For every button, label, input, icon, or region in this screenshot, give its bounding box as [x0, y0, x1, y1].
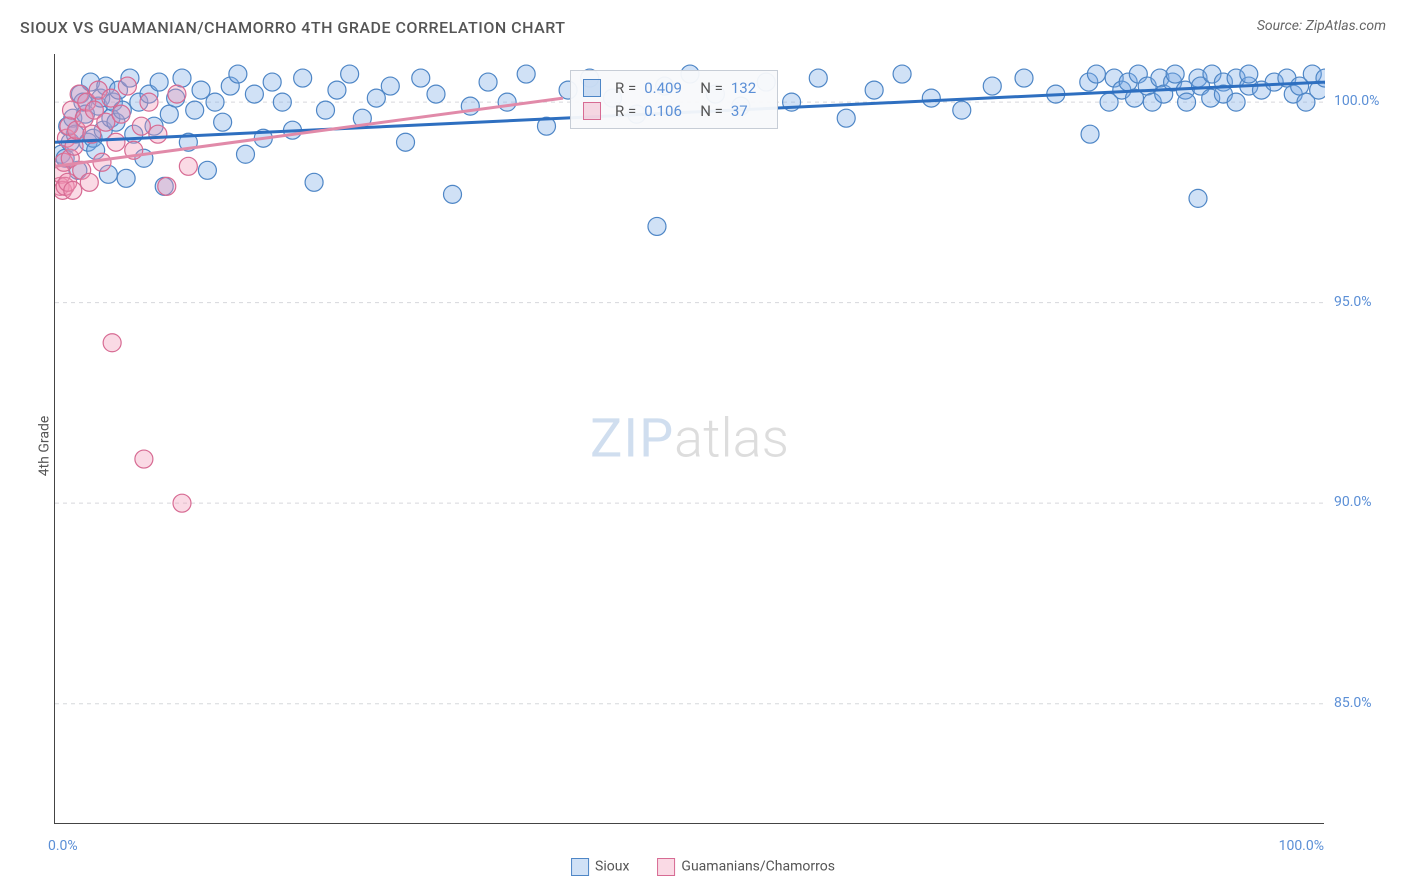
- y-axis-label: 4th Grade: [36, 416, 52, 477]
- legend-item-guamanians: Guamanians/Chamorros: [657, 858, 835, 876]
- stats-r-value: 0.409: [644, 77, 692, 100]
- source-label: Source: ZipAtlas.com: [1257, 18, 1386, 34]
- y-tick-label: 95.0%: [1334, 294, 1372, 310]
- swatch-sioux: [571, 858, 589, 876]
- x-tick-label: 100.0%: [1279, 838, 1324, 854]
- stats-row: R = 0.409 N = 132: [583, 77, 765, 100]
- stats-box: R = 0.409 N = 132 R = 0.106 N = 37: [570, 70, 778, 129]
- legend-label-sioux: Sioux: [595, 859, 629, 875]
- y-tick-label: 85.0%: [1334, 695, 1372, 711]
- stats-r-label: R =: [615, 77, 636, 100]
- stats-swatch: [583, 102, 601, 120]
- stats-n-label: N =: [700, 77, 723, 100]
- stats-swatch: [583, 79, 601, 97]
- legend-item-sioux: Sioux: [571, 858, 629, 876]
- legend: Sioux Guamanians/Chamorros: [571, 858, 835, 876]
- y-tick-label: 100.0%: [1334, 93, 1379, 109]
- stats-row: R = 0.106 N = 37: [583, 100, 765, 123]
- x-tick-label: 0.0%: [48, 838, 78, 854]
- plot-area: ZIPatlas R =0.409N =132R =0.106N =37: [54, 54, 1324, 824]
- legend-label-guamanians: Guamanians/Chamorros: [681, 859, 835, 875]
- chart-container: SIOUX VS GUAMANIAN/CHAMORRO 4TH GRADE CO…: [0, 0, 1406, 892]
- stats-r-value: 0.106: [644, 100, 692, 123]
- chart-svg: [55, 54, 1325, 824]
- stats-n-value: 132: [731, 77, 765, 100]
- stats-n-value: 37: [731, 100, 765, 123]
- stats-r-label: R =: [615, 100, 636, 123]
- y-tick-label: 90.0%: [1334, 494, 1372, 510]
- swatch-guamanians: [657, 858, 675, 876]
- chart-title: SIOUX VS GUAMANIAN/CHAMORRO 4TH GRADE CO…: [20, 18, 566, 37]
- stats-n-label: N =: [700, 100, 723, 123]
